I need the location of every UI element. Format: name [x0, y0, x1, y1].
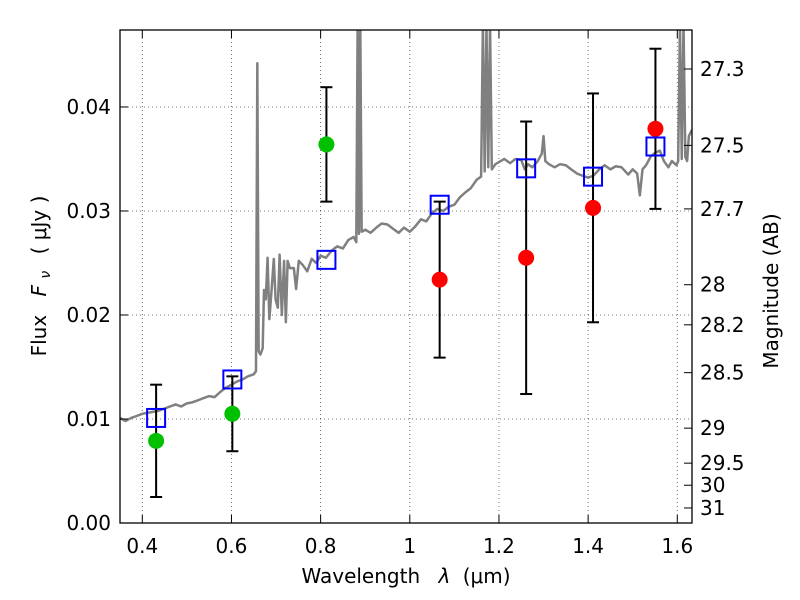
series-layer: [120, 30, 692, 423]
marker-layer: [146, 47, 666, 498]
y-axis-label-symbol: F: [27, 284, 51, 296]
y2-tick-label: 27.7: [700, 197, 745, 221]
y-axis-label-subscript: ν: [38, 271, 54, 279]
axes-layer: [119, 29, 693, 524]
tick-label-layer: 0.4 0.6 0.8 1 1.2 1.4 1.6 0.00 0.01 0.02 0.03 0.04 2…: [66, 57, 744, 558]
model-flux-square: [516, 158, 537, 179]
model-flux-square: [645, 136, 666, 157]
y-tick-label: 0.04: [66, 95, 111, 119]
y2-axis-label: Magnitude (AB): [759, 213, 783, 368]
measured-flux-point: [148, 432, 165, 449]
measured-flux-point: [585, 199, 602, 216]
model-flux-square: [222, 369, 243, 390]
y2-tick-label: 27.5: [700, 133, 745, 157]
plot-frame: [119, 29, 693, 524]
x-tick-label: 1.6: [661, 534, 693, 558]
x-axis-label-text: Wavelength: [301, 564, 420, 588]
y-tick-label: 0.01: [66, 407, 111, 431]
y2-tick-label: 28.5: [700, 361, 745, 385]
measured-flux-point: [224, 405, 241, 422]
x-tick-label: 1.4: [572, 534, 604, 558]
y2-tick-label: 27.3: [700, 57, 745, 81]
model-flux-square: [429, 194, 450, 215]
y2-tick-label: 29.5: [700, 451, 745, 475]
x-tick-label: 1: [403, 534, 416, 558]
measured-flux-point: [647, 120, 664, 137]
model-flux-square: [583, 166, 604, 187]
x-tick-label: 0.8: [305, 534, 337, 558]
y-tick-label: 0.00: [66, 511, 111, 535]
y2-tick-label: 30: [700, 473, 725, 497]
x-axis-label: Wavelength λ (μm): [301, 564, 510, 588]
x-axis-label-symbol: λ: [438, 564, 451, 588]
model-flux-square: [316, 249, 337, 270]
x-tick-label: 0.4: [126, 534, 158, 558]
spectrum-line: [120, 30, 692, 423]
y2-tick-label: 28.2: [700, 313, 745, 337]
measured-flux-point: [318, 136, 335, 153]
x-tick-label: 0.6: [216, 534, 248, 558]
y-tick-label: 0.03: [66, 199, 111, 223]
measured-flux-point: [431, 271, 448, 288]
y-axis-label: Flux F ν ( μJy ): [27, 196, 55, 357]
measured-flux-point: [518, 249, 535, 266]
y-axis-label-unit: ( μJy ): [27, 196, 51, 255]
y2-tick-label: 31: [700, 496, 725, 520]
y-axis-label-text: Flux: [27, 315, 51, 357]
y2-tick-label: 29: [700, 416, 725, 440]
x-axis-label-unit: (μm): [463, 564, 511, 588]
plot-background: [120, 30, 692, 523]
y-tick-label: 0.02: [66, 303, 111, 327]
x-tick-label: 1.2: [483, 534, 515, 558]
model-flux-square: [146, 407, 167, 428]
y2-tick-label: 28: [700, 273, 725, 297]
